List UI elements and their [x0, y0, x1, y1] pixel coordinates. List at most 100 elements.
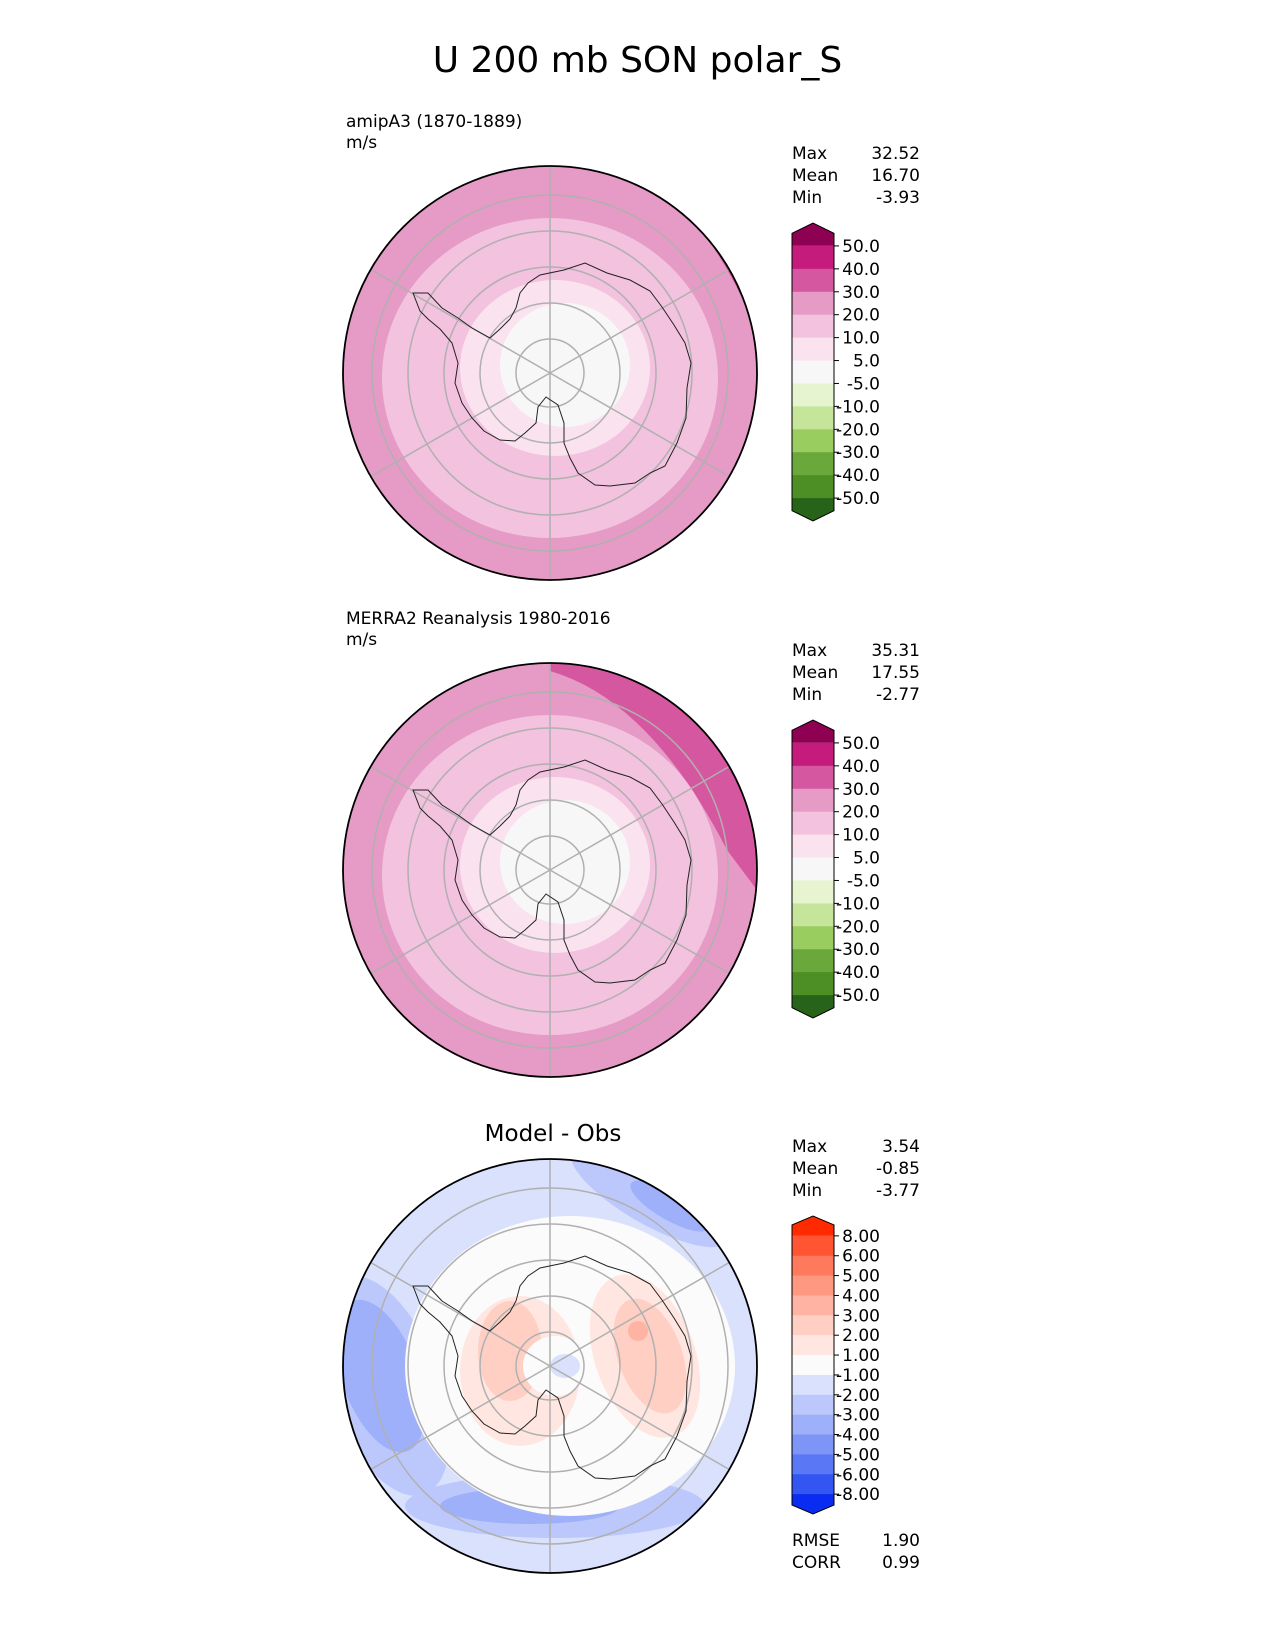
stat-max-label: Max	[792, 641, 828, 661]
stat-max-value: 32.52	[871, 144, 920, 164]
map-panel-model-obs	[343, 1159, 757, 1573]
colorbar-tick-label: 6.00	[842, 1247, 880, 1267]
panel-model-title-line1: amipA3 (1870-1889)	[346, 112, 523, 132]
metric-corr-value: 0.99	[882, 1553, 920, 1573]
colorbar-segment	[792, 1374, 834, 1396]
colorbar-segment	[792, 314, 834, 339]
panel-obs-title-line1: MERRA2 Reanalysis 1980-2016	[346, 609, 611, 629]
colorbar-tick-label: 8.00	[842, 1227, 880, 1247]
colorbar-tick-label: -40.0	[836, 466, 880, 486]
colorbar-outline	[791, 222, 835, 522]
colorbar-segment	[792, 1335, 834, 1356]
colorbar-tick-label: -20.0	[836, 917, 880, 937]
colorbar-tick-label: -5.00	[836, 1445, 880, 1465]
colorbar-tick-label: -30.0	[836, 443, 880, 463]
colorbar-segment	[792, 360, 834, 384]
colorbar-tick-label: 5.0	[853, 849, 880, 869]
meridian-line	[549, 372, 730, 478]
colorbar-segment	[792, 788, 834, 813]
colorbar-segment	[792, 1454, 834, 1475]
panel-model-units: m/s	[346, 133, 378, 153]
stat-max-label: Max	[792, 144, 828, 164]
colorbar-segment	[792, 1394, 834, 1416]
colorbar-segment	[792, 429, 834, 453]
stat-mean-value: 17.55	[871, 663, 920, 683]
stat-mean-value: 16.70	[871, 166, 920, 186]
stat-min-label: Min	[792, 188, 823, 208]
colorbar-tick-label: 40.0	[842, 757, 880, 777]
colorbar-tick-label: 3.00	[842, 1306, 880, 1326]
colorbar-segment	[792, 383, 834, 407]
main-title: U 200 mb SON polar_S	[432, 40, 843, 81]
antarctica-coastline	[412, 1255, 692, 1480]
panel-obs-units: m/s	[346, 630, 378, 650]
map-panel-amipA3 (1870-1889)	[343, 166, 757, 580]
meridian-line	[370, 1261, 551, 1367]
colorbar-segment	[792, 926, 834, 950]
metric-rmse-label: RMSE	[792, 1531, 841, 1551]
colorbar-tick-label: 1.00	[842, 1346, 880, 1366]
stat-mean-label: Mean	[792, 166, 839, 186]
colorbar-tick-label: 20.0	[842, 803, 880, 823]
meridian-line	[370, 869, 551, 975]
stat-min-label: Min	[792, 685, 823, 705]
colorbar-segment	[792, 1474, 834, 1495]
colorbar-tick-label: -20.0	[836, 420, 880, 440]
colorbar-outline	[791, 1215, 835, 1515]
contour-fill	[550, 663, 757, 890]
map-boundary	[342, 165, 758, 581]
colorbar-segment	[792, 223, 834, 246]
contour-fill	[628, 1321, 648, 1341]
meridian-line	[370, 268, 551, 374]
colorbar-segment	[792, 742, 834, 767]
colorbar-tick-label: 2.00	[842, 1326, 880, 1346]
colorbar-outline	[791, 719, 835, 1019]
colorbar-tick-label: 30.0	[842, 283, 880, 303]
colorbar-segment	[792, 903, 834, 927]
colorbar-tick-label: 5.00	[842, 1267, 880, 1287]
colorbar-segment	[792, 1315, 834, 1336]
colorbar-tick-label: 50.0	[842, 237, 880, 257]
colorbar-tick-label: 5.0	[853, 352, 880, 372]
colorbar-segment	[792, 291, 834, 316]
panel-obs-stats: Max 35.31 Mean 17.55 Min -2.77	[792, 640, 920, 706]
colorbar-segment	[792, 1235, 834, 1257]
colorbar-tick-label: -50.0	[836, 986, 880, 1006]
colorbar-segment	[792, 1275, 834, 1296]
colorbar-segment	[792, 1295, 834, 1316]
colorbar-tick-label: -2.00	[836, 1386, 880, 1406]
colorbar-segment	[792, 720, 834, 743]
colorbar-tick-label: -5.0	[847, 871, 880, 891]
colorbar-tick-label: 10.0	[842, 329, 880, 349]
colorbar-tick-label: -6.00	[836, 1465, 880, 1485]
colorbar-tick-label: 50.0	[842, 734, 880, 754]
stat-mean-value: -0.85	[876, 1159, 920, 1179]
colorbar-tick-label: 30.0	[842, 780, 880, 800]
stat-min-value: -3.77	[876, 1181, 920, 1201]
colorbar-tick-label: 20.0	[842, 306, 880, 326]
colorbar-segment	[792, 880, 834, 904]
colorbar-segment	[792, 1434, 834, 1455]
colorbar-tick-label: -10.0	[836, 397, 880, 417]
colorbar-1: 50.0 40.0 30.0 20.0 10.0 5.0-5.0 -10.0 -20.0 -30…	[791, 719, 880, 1019]
colorbar-tick-label: -4.00	[836, 1426, 880, 1446]
panel-model-stats: Max 32.52 Mean 16.70 Min -3.93	[792, 143, 920, 209]
metric-rmse-value: 1.90	[882, 1531, 920, 1551]
colorbar-tick-label: -50.0	[836, 489, 880, 509]
colorbar-segment	[792, 995, 834, 1018]
colorbar-tick-label: 4.00	[842, 1286, 880, 1306]
colorbar-segment	[792, 1355, 834, 1376]
panel-diff-metrics: RMSE 1.90 CORR 0.99	[792, 1530, 920, 1574]
colorbar-segment	[792, 834, 834, 859]
colorbar-0: 50.0 40.0 30.0 20.0 10.0 5.0-5.0 -10.0 -20.0 -30…	[791, 222, 880, 522]
stat-max-value: 3.54	[882, 1137, 920, 1157]
colorbar-segment	[792, 452, 834, 476]
colorbar-segment	[792, 1414, 834, 1436]
meridian-line	[370, 765, 551, 871]
colorbar-segment	[792, 406, 834, 430]
contour-fill	[343, 1299, 425, 1453]
stat-min-value: -3.93	[876, 188, 920, 208]
colorbar-tick-label: -3.00	[836, 1406, 880, 1426]
colorbar-tick-label: -8.00	[836, 1485, 880, 1505]
